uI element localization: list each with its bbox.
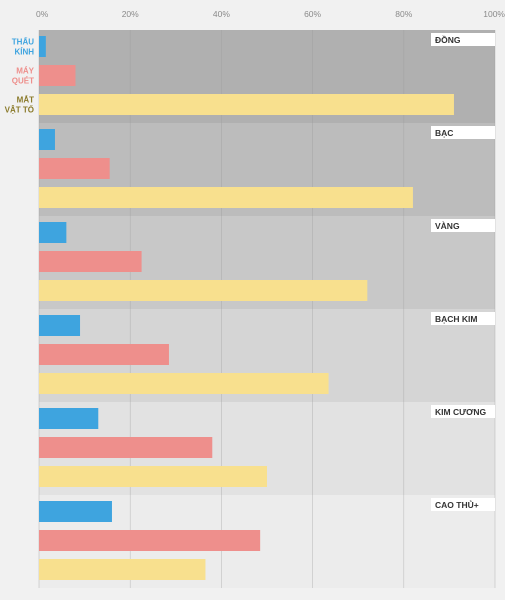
x-tick-label: 80% xyxy=(395,9,412,19)
bar xyxy=(39,315,81,336)
category-label-tag xyxy=(431,312,495,325)
bar xyxy=(39,187,413,208)
category-label-tag xyxy=(431,498,495,511)
category-label: BẠC xyxy=(435,128,453,138)
bar xyxy=(39,408,99,429)
bar xyxy=(39,344,169,365)
bar xyxy=(39,94,454,115)
category-label-tag xyxy=(431,405,495,418)
category-label-tag xyxy=(431,219,495,232)
bar xyxy=(39,251,142,272)
bar xyxy=(39,373,329,394)
x-tick-label: 20% xyxy=(122,9,139,19)
bar xyxy=(39,437,213,458)
category-label: VÀNG xyxy=(435,221,460,231)
x-axis-ticks: 0% 20% 40% 60% 80% 100% xyxy=(36,9,505,19)
legend-label: MÁY QUÉT xyxy=(12,67,35,86)
category-label: ĐỒNG xyxy=(435,34,461,45)
category-label-tag xyxy=(431,126,495,139)
x-tick-label: 100% xyxy=(483,9,505,19)
bar xyxy=(39,222,67,243)
bar xyxy=(39,530,261,551)
bar xyxy=(39,158,110,179)
legend-label: THẤU KÍNH xyxy=(12,37,34,57)
bar xyxy=(39,466,267,487)
category-label: CAO THỦ+ xyxy=(435,499,479,510)
x-tick-label: 60% xyxy=(304,9,321,19)
legend-label: MẮT VẬT TỔ xyxy=(5,96,34,115)
bar xyxy=(39,501,112,522)
bar xyxy=(39,559,206,580)
bar xyxy=(39,65,76,86)
category-label: BẠCH KIM xyxy=(435,314,478,324)
x-tick-label: 40% xyxy=(213,9,230,19)
gridlines xyxy=(38,30,496,588)
category-label: KIM CƯƠNG xyxy=(435,407,487,417)
x-tick-label: 0% xyxy=(36,9,49,19)
bar xyxy=(39,129,55,150)
category-labels: ĐỒNG BẠC VÀNG BẠCH KIM KIM CƯƠNG CAO THỦ+ xyxy=(431,33,495,511)
legend: THẤU KÍNH MÁY QUÉT MẮT VẬT TỔ xyxy=(5,37,35,115)
bar xyxy=(39,36,46,57)
bars xyxy=(39,36,454,580)
bar xyxy=(39,280,368,301)
category-label-tag xyxy=(431,33,495,46)
